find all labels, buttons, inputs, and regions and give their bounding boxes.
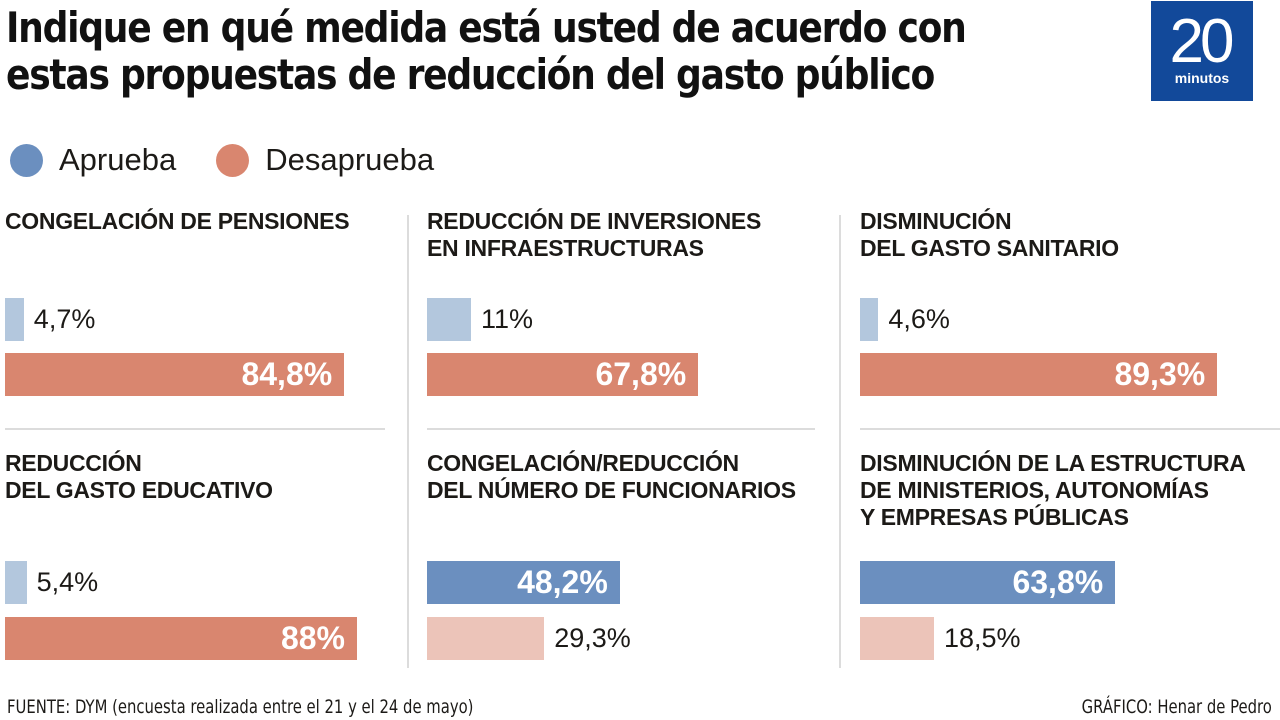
data-label-desaprueba: 84,8% (241, 356, 333, 392)
row-divider-col-3 (860, 428, 1280, 430)
data-label-aprueba: 11% (481, 304, 534, 334)
data-label-aprueba: 4,6% (888, 304, 950, 334)
column-divider-2 (839, 215, 841, 668)
data-label-desaprueba: 67,8% (595, 356, 687, 392)
data-label-aprueba: 5,4% (36, 567, 99, 597)
row-divider-col-1 (5, 428, 385, 430)
bar-desaprueba (860, 617, 934, 660)
data-label-desaprueba: 88% (280, 620, 345, 656)
legend-dot-aprueba-icon (10, 143, 43, 177)
data-label-aprueba: 4,7% (33, 304, 96, 334)
bar-aprueba (5, 298, 24, 341)
legend-item-aprueba: Aprueba (10, 142, 176, 178)
data-label-aprueba: 48,2% (517, 564, 608, 600)
panel-title: REDUCCIÓN DE INVERSIONES EN INFRAESTRUCT… (427, 208, 762, 261)
bar-aprueba (427, 298, 471, 341)
chart-title: Indique en qué medida está usted de acue… (6, 3, 967, 99)
chart-title-line-2: estas propuestas de reducción del gasto … (6, 50, 935, 99)
legend: Aprueba Desaprueba (10, 140, 474, 180)
bar-aprueba (860, 298, 879, 341)
source-note: FUENTE: DYM (encuesta realizada entre el… (7, 696, 474, 718)
brand-logo: 20 minutos (1151, 1, 1253, 101)
data-label-desaprueba: 18,5% (944, 623, 1021, 653)
graphic-credit: GRÁFICO: Henar de Pedro (1081, 696, 1272, 718)
legend-item-desaprueba: Desaprueba (216, 142, 434, 178)
column-divider-1 (407, 215, 409, 668)
data-label-desaprueba: 29,3% (554, 623, 631, 653)
chart-title-line-1: Indique en qué medida está usted de acue… (6, 3, 967, 52)
bar-aprueba (5, 561, 27, 604)
bar-desaprueba: 67,8% (427, 353, 699, 396)
legend-label-desaprueba: Desaprueba (265, 142, 435, 177)
panel-title: DISMINUCIÓN DEL GASTO SANITARIO (860, 208, 1119, 261)
bar-desaprueba: 88% (5, 617, 357, 660)
bar-desaprueba: 89,3% (860, 353, 1218, 396)
panel-title: CONGELACIÓN/REDUCCIÓN DEL NÚMERO DE FUNC… (427, 450, 796, 503)
bar-aprueba: 48,2% (427, 561, 620, 604)
legend-label-aprueba: Aprueba (59, 142, 177, 177)
bar-aprueba: 63,8% (860, 561, 1116, 604)
bar-desaprueba (427, 617, 545, 660)
panel-title: CONGELACIÓN DE PENSIONES (5, 208, 350, 234)
logo-number: 20 (1169, 7, 1235, 76)
data-label-aprueba: 63,8% (1012, 564, 1104, 600)
data-label-desaprueba: 89,3% (1114, 356, 1206, 392)
panel-title: DISMINUCIÓN DE LA ESTRUCTURA DE MINISTER… (860, 450, 1246, 530)
bar-desaprueba: 84,8% (5, 353, 345, 396)
logo-word: minutos (1174, 70, 1230, 86)
row-divider-col-2 (427, 428, 815, 430)
legend-dot-desaprueba-icon (216, 143, 250, 177)
panel-title: REDUCCIÓN DEL GASTO EDUCATIVO (5, 450, 273, 503)
